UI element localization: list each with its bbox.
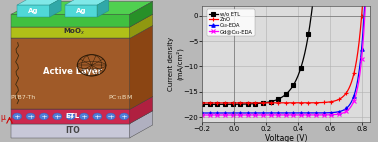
Polygon shape <box>11 124 130 138</box>
Text: PTB7-Th: PTB7-Th <box>10 95 36 101</box>
Text: Active Layer: Active Layer <box>43 66 102 76</box>
Polygon shape <box>130 1 153 27</box>
Text: MoO$_x$: MoO$_x$ <box>63 27 86 37</box>
Y-axis label: Current density
(mA/cm²): Current density (mA/cm²) <box>169 37 183 91</box>
Text: ETL: ETL <box>65 113 80 119</box>
Polygon shape <box>17 5 50 17</box>
Polygon shape <box>50 0 61 17</box>
Polygon shape <box>11 109 130 124</box>
Polygon shape <box>11 111 153 124</box>
Polygon shape <box>130 14 153 38</box>
Polygon shape <box>11 38 130 109</box>
Circle shape <box>53 113 62 120</box>
Polygon shape <box>11 27 130 38</box>
Text: Ag: Ag <box>76 8 87 14</box>
Polygon shape <box>11 14 130 27</box>
Circle shape <box>26 113 35 120</box>
Circle shape <box>39 113 48 120</box>
Circle shape <box>12 113 22 120</box>
Polygon shape <box>130 111 153 138</box>
Circle shape <box>106 113 115 120</box>
Polygon shape <box>11 1 153 14</box>
Polygon shape <box>11 14 153 27</box>
Polygon shape <box>65 5 98 17</box>
Polygon shape <box>65 0 109 5</box>
Text: μ: μ <box>0 113 5 122</box>
Polygon shape <box>98 0 109 17</box>
Text: ITO: ITO <box>65 126 80 135</box>
Polygon shape <box>17 0 61 5</box>
Circle shape <box>119 113 129 120</box>
Circle shape <box>79 113 88 120</box>
Polygon shape <box>11 26 153 38</box>
Text: Ag: Ag <box>28 8 39 14</box>
X-axis label: Voltage (V): Voltage (V) <box>265 134 308 142</box>
Polygon shape <box>130 97 153 124</box>
Polygon shape <box>11 97 153 109</box>
Polygon shape <box>130 26 153 109</box>
Text: PC$_{71}$BM: PC$_{71}$BM <box>108 94 133 102</box>
Circle shape <box>93 113 102 120</box>
Legend: w/o ETL, ZnO, C₆₀-EDA, Gd@C₈₂-EDA: w/o ETL, ZnO, C₆₀-EDA, Gd@C₈₂-EDA <box>206 10 255 36</box>
Circle shape <box>66 113 75 120</box>
